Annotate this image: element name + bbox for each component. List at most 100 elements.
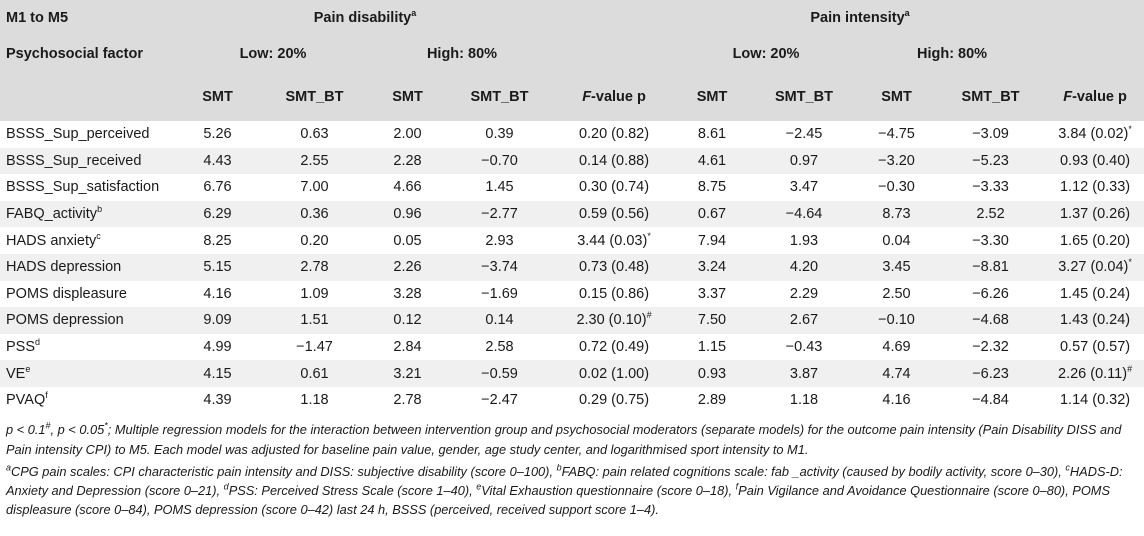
value-cell: 2.67 [750,307,859,334]
value-cell: −0.70 [445,147,555,175]
factor-cell: POMS displeasure [0,280,176,308]
value-cell: 0.93 [674,360,751,387]
value-cell: −3.20 [858,147,936,175]
table-row: BSSS_Sup_received 4.43 2.55 2.28 −0.70 0.14 (… [0,147,1144,175]
value-cell: 1.37 (0.26) [1046,200,1144,228]
value-cell: 0.67 [674,200,751,228]
value-cell: 3.24 [674,253,751,281]
value-cell: −3.74 [445,253,555,281]
value-cell: 0.59 (0.56) [554,200,675,228]
row-label-header: Psychosocial factor [0,36,176,72]
value-cell: 4.69 [858,333,936,361]
value-cell: 7.00 [259,174,370,201]
table-row: POMS depression 9.09 1.51 0.12 0.14 2.30 (0.1… [0,307,1144,334]
value-cell: −2.47 [445,386,555,414]
value-cell: 4.61 [674,147,751,175]
value-cell: −0.43 [750,333,859,361]
value-cell: 0.36 [259,200,370,228]
value-cell: 0.29 (0.75) [554,386,675,414]
value-cell: 0.57 (0.57) [1046,333,1144,361]
col-smt: SMT [176,72,259,121]
factor-cell: PSSd [0,333,176,361]
value-cell: 0.96 [370,200,445,228]
value-cell: 3.37 [674,280,751,308]
table-row: POMS displeasure 4.16 1.09 3.28 −1.69 0.15 (0… [0,280,1144,308]
value-cell: 2.89 [674,386,751,414]
col-smt: SMT [858,72,936,121]
header-row-groups: M1 to M5 Pain disabilitya Pain intensity… [0,0,1144,36]
table-row: FABQ_activityb 6.29 0.36 0.96 −2.77 0.59 (0.5… [0,200,1144,228]
value-cell: 6.76 [176,174,259,201]
value-cell: 4.39 [176,386,259,414]
factor-cell: VEe [0,360,176,387]
value-cell: 1.45 [445,174,555,201]
value-cell: 2.52 [935,200,1047,228]
results-table: M1 to M5 Pain disabilitya Pain intensity… [0,0,1144,414]
value-cell: 1.18 [259,386,370,414]
value-cell: −4.64 [750,200,859,228]
value-cell: −4.84 [935,386,1047,414]
value-cell: 1.09 [259,280,370,308]
footnotes: aCPG pain scales: CPI characteristic pai… [6,462,1123,517]
value-cell: −0.10 [858,307,936,334]
value-cell: −1.47 [259,333,370,361]
value-cell: 0.61 [259,360,370,387]
col-fvalue: F-value p [554,72,675,121]
table-notes: p < 0.1#, p < 0.05*; Multiple regression… [0,414,1144,519]
col-smt: SMT [674,72,751,121]
value-cell: 2.55 [259,147,370,175]
disability-high-header: High: 80% [370,36,555,72]
value-cell: 3.27 (0.04)* [1046,253,1144,281]
value-cell: 2.28 [370,147,445,175]
value-cell: −2.45 [750,121,859,148]
value-cell: 0.20 (0.82) [554,121,675,148]
value-cell: −0.30 [858,174,936,201]
significance-note: p < 0.1#, p < 0.05*; Multiple regression… [6,420,1122,457]
table-row: PSSd 4.99 −1.47 2.84 2.58 0.72 (0.49) 1.15 −0.4… [0,333,1144,361]
value-cell: 9.09 [176,307,259,334]
value-cell: 2.26 (0.11)# [1046,360,1144,387]
value-cell: 0.93 (0.40) [1046,147,1144,175]
col-smt-bt: SMT_BT [259,72,370,121]
value-cell: −3.30 [935,227,1047,254]
value-cell: 2.78 [259,253,370,281]
factor-cell: BSSS_Sup_received [0,147,176,175]
value-cell: 7.94 [674,227,751,254]
pain-disability-header: Pain disabilitya [176,0,555,36]
factor-cell: POMS depression [0,307,176,334]
factor-cell: HADS depression [0,253,176,281]
value-cell: 4.20 [750,253,859,281]
value-cell: 1.15 [674,333,751,361]
table-row: HADS anxietyc 8.25 0.20 0.05 2.93 3.44 (0.03)… [0,227,1144,254]
value-cell: 3.87 [750,360,859,387]
value-cell: 3.47 [750,174,859,201]
value-cell: 0.30 (0.74) [554,174,675,201]
value-cell: 4.66 [370,174,445,201]
value-cell: 8.75 [674,174,751,201]
value-cell: 2.29 [750,280,859,308]
value-cell: 1.12 (0.33) [1046,174,1144,201]
factor-cell: PVAQf [0,386,176,414]
value-cell: 2.84 [370,333,445,361]
value-cell: 1.51 [259,307,370,334]
value-cell: −3.33 [935,174,1047,201]
value-cell: 1.14 (0.32) [1046,386,1144,414]
value-cell: 4.43 [176,147,259,175]
table-body: BSSS_Sup_perceived 5.26 0.63 2.00 0.39 0.20 (… [0,121,1144,414]
intensity-high-header: High: 80% [858,36,1047,72]
value-cell: 3.45 [858,253,936,281]
header-row-levels: Psychosocial factor Low: 20% High: 80% L… [0,36,1144,72]
value-cell: 8.25 [176,227,259,254]
table-row: PVAQf 4.39 1.18 2.78 −2.47 0.29 (0.75) 2.89 1.1… [0,386,1144,414]
factor-cell: BSSS_Sup_perceived [0,121,176,148]
value-cell: 7.50 [674,307,751,334]
value-cell: 2.50 [858,280,936,308]
value-cell: 0.20 [259,227,370,254]
pain-intensity-header: Pain intensitya [674,0,1047,36]
value-cell: 0.97 [750,147,859,175]
corner-label: M1 to M5 [0,0,176,36]
value-cell: 0.73 (0.48) [554,253,675,281]
value-cell: 0.04 [858,227,936,254]
factor-cell: FABQ_activityb [0,200,176,228]
value-cell: −6.23 [935,360,1047,387]
